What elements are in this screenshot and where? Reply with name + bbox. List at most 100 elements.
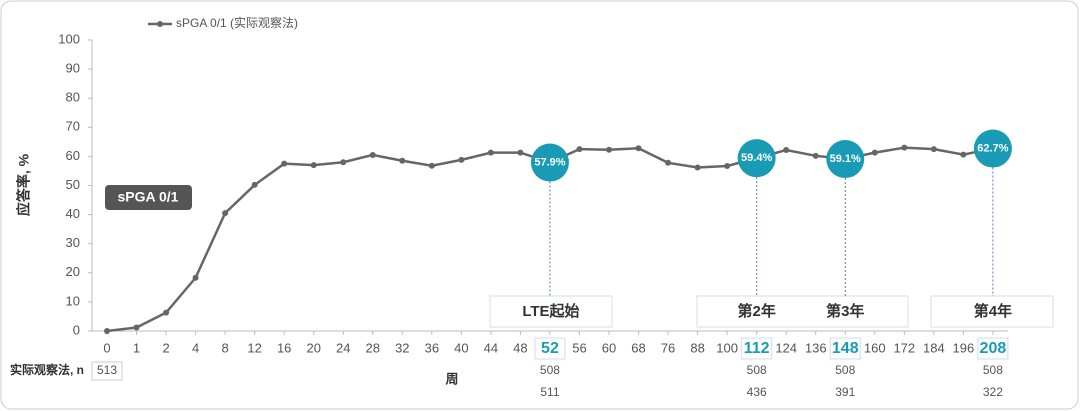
data-label: 62.7% xyxy=(977,142,1008,154)
x-tick-label: 4 xyxy=(192,340,199,355)
data-point xyxy=(606,146,613,153)
x-tick-label: 148 xyxy=(832,340,859,357)
x-tick-label: 76 xyxy=(661,340,675,355)
x-tick-label: 16 xyxy=(277,340,291,355)
n-value: 513 xyxy=(97,363,117,377)
x-tick-highlight xyxy=(829,337,861,360)
data-label: 59.1% xyxy=(830,153,861,165)
highlight-bubble xyxy=(973,129,1012,168)
y-tick-label: 10 xyxy=(66,293,80,308)
n-value: 391 xyxy=(835,385,855,399)
data-point xyxy=(960,151,967,158)
data-point xyxy=(871,149,878,156)
data-point xyxy=(104,328,110,334)
phase-box xyxy=(930,295,1054,328)
data-point xyxy=(340,159,347,166)
n-box xyxy=(91,361,123,381)
x-tick-label: 8 xyxy=(222,340,229,355)
n-label: 实际观察法, n xyxy=(10,362,84,377)
y-tick-label: 70 xyxy=(66,119,80,134)
x-tick-label: 52 xyxy=(541,340,559,357)
x-tick-label: 32 xyxy=(395,340,409,355)
data-point xyxy=(812,152,819,159)
data-point xyxy=(399,157,406,164)
data-point xyxy=(487,149,494,156)
data-label: 59.4% xyxy=(741,152,772,164)
x-tick-label: 40 xyxy=(454,340,468,355)
data-label: 57.9% xyxy=(534,156,565,168)
x-tick-label: 88 xyxy=(690,340,704,355)
x-tick-label: 1 xyxy=(133,340,140,355)
x-tick-label: 112 xyxy=(744,340,770,357)
legend-label: sPGA 0/1 (实际观察法) xyxy=(176,15,298,30)
legend-marker xyxy=(157,21,163,27)
phase-label: 第2年 xyxy=(737,302,775,320)
data-point xyxy=(576,146,583,153)
data-point xyxy=(310,162,317,169)
y-tick-label: 100 xyxy=(58,31,80,46)
x-tick-label: 44 xyxy=(484,340,498,355)
x-tick-highlight xyxy=(741,337,773,360)
y-tick-label: 80 xyxy=(66,90,80,105)
data-point xyxy=(635,145,642,152)
x-tick-highlight xyxy=(534,337,566,360)
y-tick-label: 90 xyxy=(66,61,80,76)
x-tick-label: 184 xyxy=(923,340,945,355)
n-value: 508 xyxy=(983,363,1003,377)
n-value: 436 xyxy=(747,385,767,399)
data-point xyxy=(281,160,288,167)
x-tick-label: 56 xyxy=(572,340,586,355)
annotation: sPGA 0/1 xyxy=(118,189,179,205)
highlight-bubble xyxy=(530,143,569,182)
x-tick-label: 2 xyxy=(162,340,169,355)
phase-label: 第3年 xyxy=(826,302,864,320)
data-point xyxy=(251,181,258,188)
data-point xyxy=(783,146,790,153)
phase-box xyxy=(696,295,909,328)
x-tick-label: 68 xyxy=(631,340,645,355)
x-tick-label: 172 xyxy=(893,340,915,355)
x-tick-label: 196 xyxy=(953,340,975,355)
highlight-bubble xyxy=(737,139,776,178)
annotation-box xyxy=(105,185,192,210)
y-tick-label: 0 xyxy=(73,322,80,337)
x-tick-label: 124 xyxy=(775,340,797,355)
x-tick-label: 100 xyxy=(716,340,738,355)
n-value: 508 xyxy=(747,363,767,377)
x-tick-label: 48 xyxy=(513,340,527,355)
x-tick-label: 60 xyxy=(602,340,616,355)
y-tick-label: 50 xyxy=(66,177,80,192)
x-tick-label: 36 xyxy=(425,340,439,355)
x-tick-label: 208 xyxy=(980,340,1007,357)
x-tick-label: 12 xyxy=(247,340,261,355)
data-point xyxy=(428,162,435,169)
phase-label: 第4年 xyxy=(974,302,1012,320)
y-axis-label: 应答率, % xyxy=(16,153,32,216)
phase-box xyxy=(489,295,613,328)
y-tick-label: 40 xyxy=(66,206,80,221)
n-value: 322 xyxy=(983,385,1003,399)
n-value: 508 xyxy=(540,363,560,377)
data-point xyxy=(458,156,465,163)
data-point xyxy=(369,151,376,158)
data-point xyxy=(724,163,731,170)
x-tick-label: 0 xyxy=(103,340,110,355)
data-point xyxy=(133,324,140,331)
data-point xyxy=(517,149,524,156)
x-tick-label: 20 xyxy=(306,340,320,355)
x-tick-label: 160 xyxy=(864,340,886,355)
data-point xyxy=(901,144,908,151)
data-point xyxy=(163,309,170,316)
y-tick-label: 30 xyxy=(66,235,80,250)
y-tick-label: 60 xyxy=(66,148,80,163)
x-tick-label: 28 xyxy=(366,340,380,355)
data-point xyxy=(192,274,199,281)
n-value: 508 xyxy=(835,363,855,377)
data-point xyxy=(665,159,672,166)
data-point xyxy=(930,146,937,153)
x-tick-label: 136 xyxy=(805,340,827,355)
data-point xyxy=(694,164,701,171)
y-tick-label: 20 xyxy=(66,264,80,279)
n-value: 511 xyxy=(540,385,559,399)
